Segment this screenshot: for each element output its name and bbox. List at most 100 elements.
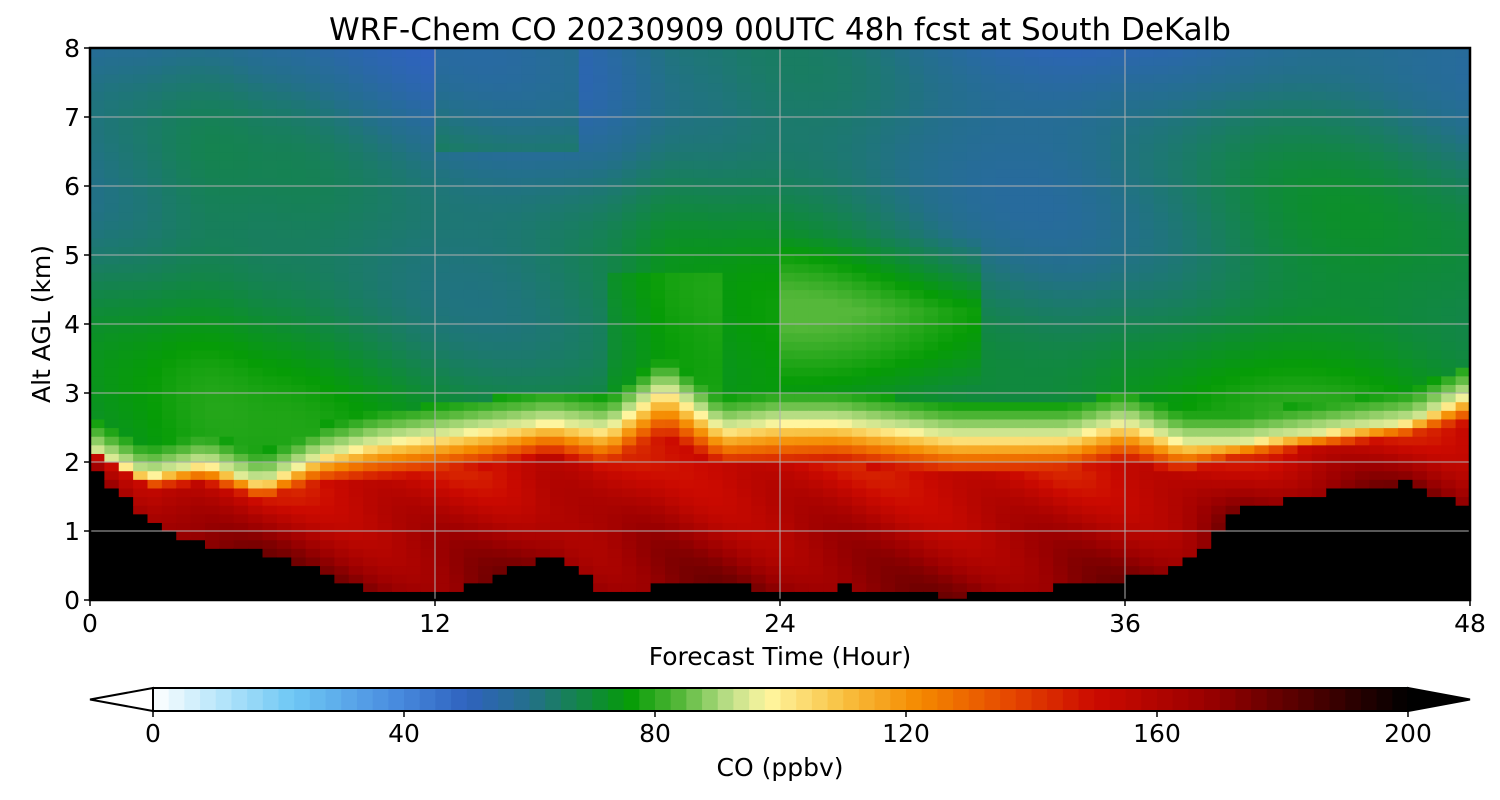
heatmap-cell: [506, 582, 522, 592]
heatmap-cell: [435, 332, 450, 342]
heatmap-cell: [607, 280, 623, 291]
heatmap-cell: [736, 280, 752, 291]
heatmap-cell: [1125, 470, 1140, 480]
heatmap-cell: [1153, 591, 1169, 600]
heatmap-cell: [219, 418, 235, 429]
heatmap-cell: [794, 142, 810, 153]
heatmap-cell: [463, 531, 479, 541]
heatmap-cell: [104, 513, 120, 523]
heatmap-cell: [363, 332, 379, 342]
heatmap-cell: [665, 246, 680, 256]
heatmap-cell: [866, 65, 882, 75]
heatmap-cell: [722, 539, 738, 549]
heatmap-cell: [765, 548, 781, 558]
heatmap-cell: [190, 470, 206, 480]
heatmap-cell: [1110, 246, 1126, 256]
heatmap-cell: [478, 332, 494, 342]
heatmap-cell: [118, 341, 134, 351]
heatmap-cell: [923, 341, 939, 351]
heatmap-cell: [851, 108, 867, 118]
heatmap-cell: [391, 48, 407, 58]
heatmap-cell: [780, 332, 795, 342]
heatmap-cell: [1053, 453, 1069, 463]
heatmap-cell: [161, 324, 177, 334]
heatmap-cell: [449, 332, 465, 342]
heatmap-cell: [650, 82, 666, 92]
heatmap-cell: [593, 358, 609, 368]
heatmap-cell: [90, 332, 105, 342]
heatmap-cell: [190, 280, 206, 291]
heatmap-cell: [521, 125, 537, 135]
heatmap-cell: [1125, 367, 1140, 377]
heatmap-cell: [909, 194, 925, 204]
heatmap-cell: [607, 565, 623, 575]
heatmap-cell: [780, 367, 795, 377]
heatmap-cell: [1139, 513, 1155, 523]
heatmap-cell: [851, 65, 867, 75]
heatmap-cell: [808, 582, 824, 592]
heatmap-cell: [205, 453, 220, 463]
heatmap-cell: [190, 108, 206, 118]
heatmap-cell: [736, 73, 752, 84]
heatmap-cell: [463, 134, 479, 144]
heatmap-cell: [406, 220, 422, 230]
heatmap-cell: [391, 358, 407, 368]
heatmap-cell: [1153, 393, 1169, 403]
heatmap-cell: [708, 375, 724, 385]
heatmap-cell: [377, 427, 393, 437]
heatmap-cell: [1010, 82, 1025, 92]
heatmap-cell: [1038, 160, 1054, 170]
heatmap-cell: [104, 65, 120, 75]
heatmap-cell: [607, 531, 623, 541]
heatmap-cell: [1081, 436, 1097, 446]
heatmap-cell: [909, 151, 925, 161]
heatmap-cell: [564, 332, 580, 342]
heatmap-cell: [1067, 315, 1083, 325]
heatmap-cell: [391, 151, 407, 161]
heatmap-cell: [320, 418, 335, 429]
heatmap-cell: [104, 48, 120, 58]
heatmap-cell: [794, 108, 810, 118]
heatmap-cell: [693, 384, 709, 394]
heatmap-cell: [1110, 548, 1126, 558]
heatmap-cell: [851, 237, 867, 247]
heatmap-cell: [966, 505, 982, 515]
heatmap-cell: [938, 444, 954, 454]
heatmap-cell: [1067, 73, 1083, 84]
heatmap-cell: [391, 289, 407, 299]
heatmap-cell: [1196, 229, 1212, 239]
heatmap-cell: [851, 298, 867, 308]
heatmap-cell: [564, 539, 580, 549]
heatmap-cell: [823, 556, 839, 567]
heatmap-cell: [593, 591, 609, 600]
heatmap-cell: [377, 177, 393, 187]
heatmap-cell: [765, 134, 781, 144]
heatmap-cell: [90, 367, 105, 377]
heatmap-cell: [334, 203, 350, 213]
heatmap-cell: [837, 548, 853, 558]
heatmap-cell: [1067, 194, 1083, 204]
heatmap-cell: [650, 298, 666, 308]
heatmap-cell: [248, 220, 264, 230]
heatmap-cell: [478, 324, 494, 334]
heatmap-cell: [1196, 574, 1212, 584]
heatmap-cell: [751, 186, 767, 196]
heatmap-cell: [147, 565, 163, 575]
heatmap-cell: [449, 289, 465, 299]
heatmap-cell: [823, 142, 839, 153]
heatmap-cell: [118, 298, 134, 308]
heatmap-cell: [995, 186, 1011, 196]
heatmap-cell: [1110, 444, 1126, 454]
heatmap-cell: [118, 194, 134, 204]
heatmap-cell: [147, 272, 163, 282]
heatmap-cell: [851, 358, 867, 368]
heatmap-cell: [995, 73, 1011, 84]
heatmap-cell: [966, 531, 982, 541]
heatmap-cell: [420, 341, 436, 351]
heatmap-cell: [952, 168, 968, 178]
heatmap-cell: [1168, 186, 1184, 196]
heatmap-cell: [1196, 186, 1212, 196]
heatmap-cell: [966, 280, 982, 291]
heatmap-cell: [1053, 125, 1069, 135]
heatmap-cell: [851, 470, 867, 480]
